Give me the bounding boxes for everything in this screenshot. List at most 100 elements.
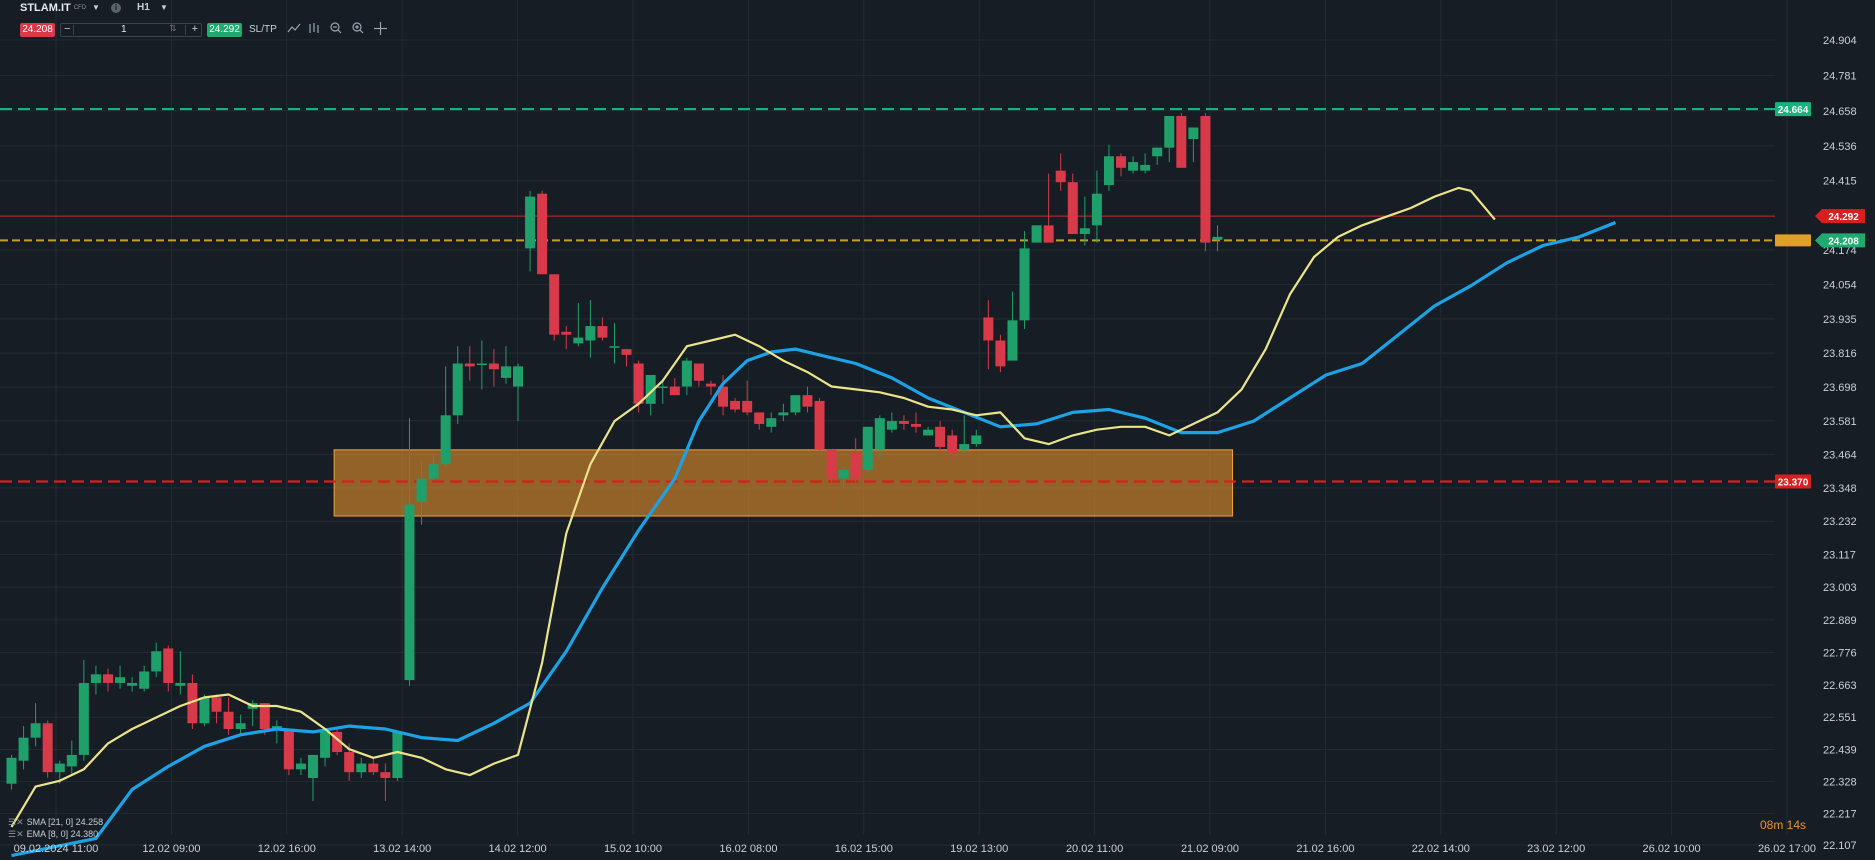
bull-candle [235, 723, 246, 730]
price-axis[interactable]: 24.904 24.781 24.658 24.536 24.415 24.292 24.1… [1823, 35, 1857, 852]
bull-candle [66, 754, 77, 767]
bull-candle [766, 418, 777, 427]
timeframe-select[interactable]: H1 [137, 2, 150, 13]
bull-candle [645, 375, 656, 404]
bear-candle [1067, 182, 1078, 234]
indicators-icon[interactable] [308, 22, 322, 34]
legend-label: EMA [8, 0] 24.380 [26, 829, 99, 839]
settings-icon[interactable]: ☰✕ [8, 829, 24, 839]
price-tick-label: 23.581 [1823, 416, 1857, 428]
bull-candle [416, 478, 427, 502]
buy-price-button[interactable]: 24.292 [207, 23, 242, 37]
zoom-out-icon[interactable] [330, 22, 342, 34]
price-tick-label: 23.935 [1823, 314, 1857, 326]
legend-item-ema[interactable]: ☰✕ EMA [8, 0] 24.380 [8, 828, 103, 840]
bull-candle [54, 763, 65, 773]
bear-candle [380, 772, 391, 778]
bear-candle [802, 395, 813, 407]
time-tick-label: 09.02.2024 11:00 [14, 843, 99, 855]
bull-candle [971, 435, 982, 445]
timeframe-dropdown-icon[interactable]: ▼ [160, 3, 168, 12]
bull-candle [959, 444, 970, 450]
bear-candle [368, 763, 379, 773]
price-tick-label: 24.658 [1823, 106, 1857, 118]
bear-candle [211, 697, 222, 712]
quantity-minus-button[interactable]: − [64, 23, 71, 35]
bull-candle [500, 366, 511, 378]
bear-candle [597, 326, 608, 338]
bull-candle [476, 363, 487, 365]
support-tag: 23.370 [1775, 474, 1811, 489]
bull-candle [874, 418, 885, 450]
symbol-dropdown-icon[interactable]: ▼ [92, 3, 100, 12]
indicator-legend: ☰✕ SMA [21, 0] 24.258 ☰✕ EMA [8, 0] 24.380 [8, 816, 103, 840]
price-tick-label: 22.551 [1823, 712, 1857, 724]
bull-candle [1079, 228, 1090, 234]
price-tick-label: 22.217 [1823, 808, 1857, 820]
price-tick-label: 24.536 [1823, 141, 1857, 153]
time-tick-label: 21.02 09:00 [1181, 843, 1239, 855]
price-tick-label: 24.174 [1823, 245, 1857, 257]
candle-countdown: 08m 14s [1760, 818, 1807, 832]
info-icon[interactable]: i [111, 3, 121, 13]
time-tick-label: 23.02 12:00 [1527, 843, 1585, 855]
time-tick-label: 12.02 09:00 [142, 843, 200, 855]
symbol-title[interactable]: STLAM.IT CFD [20, 2, 86, 14]
bull-candle [151, 651, 162, 672]
bull-candle [790, 395, 801, 413]
candles [6, 113, 1223, 801]
time-tick-label: 16.02 08:00 [719, 843, 777, 855]
bull-candle [1152, 147, 1163, 157]
bull-candle [139, 671, 150, 689]
bear-candle [283, 729, 294, 770]
sell-price-button[interactable]: 24.208 [20, 23, 55, 37]
quantity-stepper[interactable]: − 1 ⇅ + [60, 23, 202, 37]
bull-candle [356, 763, 367, 773]
bull-candle [585, 326, 596, 341]
price-tick-label: 22.776 [1823, 647, 1857, 659]
bull-candle [1164, 115, 1175, 148]
swap-icon[interactable]: ⇅ [169, 23, 177, 33]
bull-candle [308, 754, 318, 778]
sl-tp-button[interactable]: SL/TP [249, 24, 277, 35]
crosshair-icon[interactable] [374, 22, 387, 35]
bull-candle [1212, 236, 1223, 240]
divider [185, 25, 186, 35]
bear-candle [669, 386, 680, 396]
price-tick-label: 24.415 [1823, 176, 1857, 188]
bull-candle [90, 674, 101, 683]
bear-candle [549, 274, 560, 335]
time-tick-label: 19.02 13:00 [950, 843, 1008, 855]
price-tick-label: 23.003 [1823, 582, 1857, 594]
tag-bg [1815, 209, 1865, 224]
time-axis[interactable]: 09.02.2024 11:00 12.02 09:00 12.02 16:00 13… [14, 843, 1816, 855]
bull-candle [838, 469, 849, 479]
price-tick-label: 24.781 [1823, 70, 1857, 82]
bull-candle [199, 697, 210, 724]
tag-bg [1775, 474, 1811, 489]
line-chart-icon[interactable] [287, 22, 301, 34]
price-tick-label: 24.904 [1823, 35, 1857, 47]
price-tick-label: 23.232 [1823, 516, 1857, 528]
time-tick-label: 21.02 16:00 [1296, 843, 1354, 855]
bear-candle [850, 452, 861, 479]
quantity-input[interactable]: 1 [121, 24, 127, 35]
legend-item-sma[interactable]: ☰✕ SMA [21, 0] 24.258 [8, 816, 103, 828]
bear-candle [705, 383, 716, 387]
bear-candle [911, 423, 921, 427]
price-tick-label: 23.698 [1823, 382, 1857, 394]
ask-tag: 24.292 [1815, 209, 1865, 224]
level-tags: 24.664 24.292 24.208 23.370 [1775, 102, 1865, 489]
bull-candle [428, 464, 439, 479]
time-tick-label: 15.02 10:00 [604, 843, 662, 855]
settings-icon[interactable]: ☰✕ [8, 817, 24, 827]
quantity-plus-button[interactable]: + [191, 23, 198, 35]
support-zone[interactable] [333, 449, 1234, 517]
bear-candle [995, 340, 1006, 367]
bear-candle [332, 731, 343, 753]
symbol-type: CFD [73, 5, 87, 12]
zoom-in-icon[interactable] [352, 22, 364, 34]
bear-candle [633, 363, 644, 404]
tag-label: 24.208 [1828, 236, 1859, 247]
